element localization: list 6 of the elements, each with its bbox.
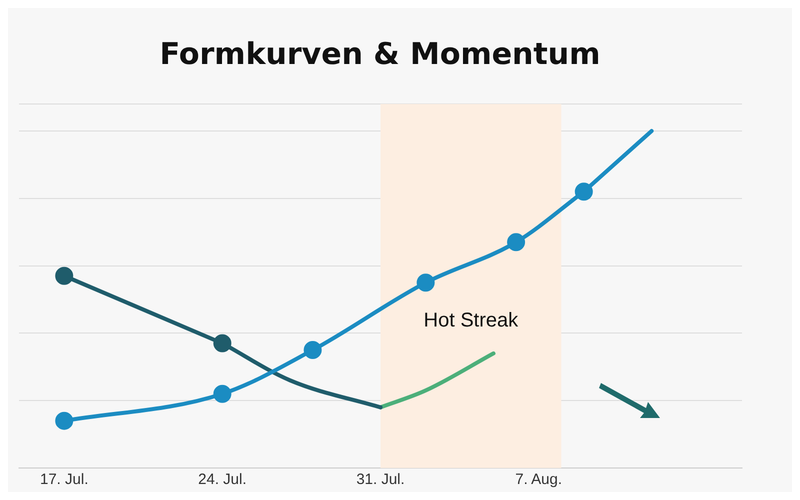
x-tick-label: 31. Jul. [356, 471, 405, 488]
x-tick-label: 24. Jul. [198, 471, 247, 488]
chart-title: Formkurven & Momentum [160, 36, 600, 72]
x-tick-label: 7. Aug. [515, 471, 562, 488]
annotation: Hot Streak [424, 309, 520, 332]
x-tick-label: 17. Jul. [40, 471, 88, 488]
